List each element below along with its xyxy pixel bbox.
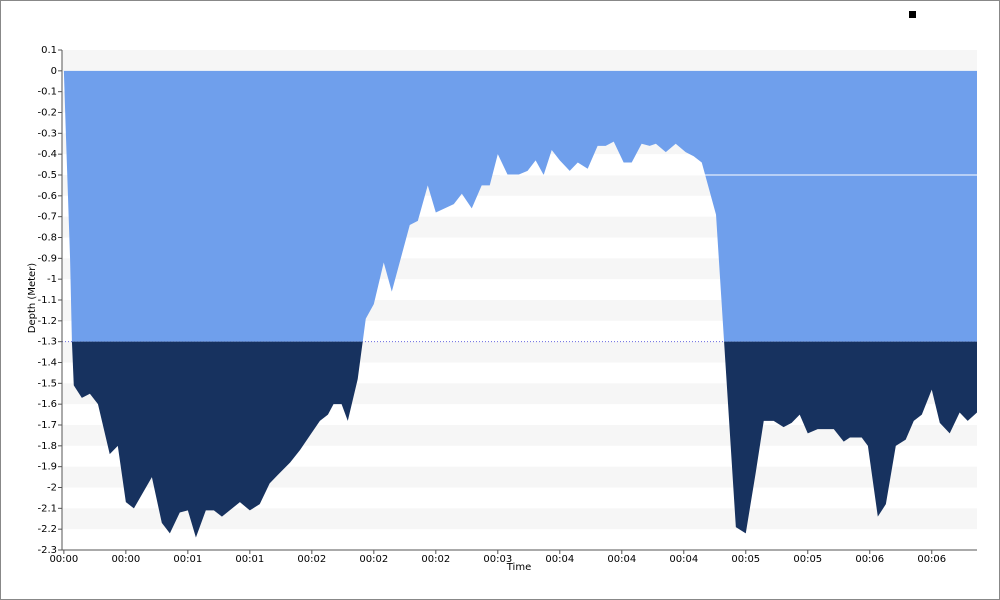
y-tick-label: -0.2 [37, 108, 57, 119]
y-tick-label: 0.1 [41, 45, 57, 56]
area-below [71, 341, 977, 538]
x-tick-label: 00:00 [111, 554, 140, 565]
x-tick-label: 00:03 [483, 554, 512, 565]
y-tick-label: -1.5 [37, 378, 57, 389]
y-tick-label: -2 [47, 483, 57, 494]
y-tick-label: -1.1 [37, 295, 57, 306]
x-tick-label: 00:02 [297, 554, 326, 565]
y-tick-label: -1.2 [37, 316, 57, 327]
y-tick-label: -0.6 [37, 191, 57, 202]
grid-band [62, 50, 977, 71]
y-tick-label: -1.6 [37, 399, 57, 410]
y-tick-label: -1.8 [37, 441, 57, 452]
x-tick-label: 00:04 [607, 554, 636, 565]
y-tick-label: -1 [47, 274, 57, 285]
grid-band [62, 529, 977, 550]
y-tick-label: -0.8 [37, 233, 57, 244]
area-above [63, 70, 977, 342]
y-tick-label: -1.7 [37, 420, 57, 431]
y-tick-label: -1.3 [37, 337, 57, 348]
x-tick-label: 00:02 [421, 554, 450, 565]
y-tick-label: -0.5 [37, 170, 57, 181]
x-tick-label: 00:04 [669, 554, 698, 565]
x-tick-label: 00:06 [917, 554, 946, 565]
x-tick-label: 00:06 [855, 554, 884, 565]
y-tick-label: -0.7 [37, 212, 57, 223]
x-tick-label: 00:01 [235, 554, 264, 565]
y-tick-label: -0.1 [37, 87, 57, 98]
x-tick-label: 00:04 [545, 554, 574, 565]
y-axis-label: Depth (Meter) [27, 263, 38, 334]
y-tick-label: -2.2 [37, 524, 57, 535]
y-tick-label: -0.3 [37, 128, 57, 139]
y-tick-label: -0.4 [37, 149, 57, 160]
x-axis-label: Time [506, 562, 531, 573]
x-tick-label: 00:02 [359, 554, 388, 565]
x-tick-label: 00:00 [49, 554, 78, 565]
y-tick-label: -1.9 [37, 462, 57, 473]
x-tick-label: 00:01 [173, 554, 202, 565]
y-tick-label: -0.9 [37, 253, 57, 264]
y-tick-label: -1.4 [37, 358, 57, 369]
y-tick-label: 0 [51, 66, 57, 77]
legend-marker [909, 11, 916, 18]
x-tick-label: 00:05 [731, 554, 760, 565]
x-tick-label: 00:05 [793, 554, 822, 565]
y-tick-label: -2.1 [37, 503, 57, 514]
y-tick-label: -2.3 [37, 545, 57, 556]
